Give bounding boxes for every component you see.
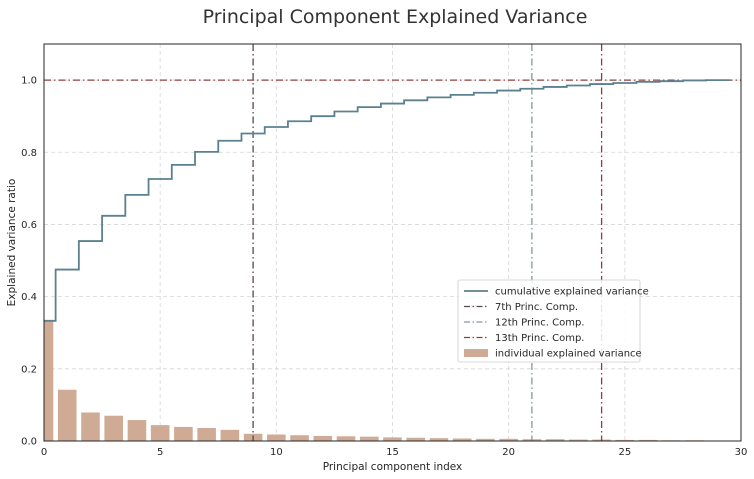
bar (174, 426, 193, 441)
bar (615, 439, 635, 441)
y-axis-label: Explained variance ratio (6, 179, 18, 307)
x-tick-label: 25 (618, 447, 631, 458)
y-tick-label: 0.2 (21, 364, 37, 375)
y-tick-label: 0.4 (21, 292, 37, 303)
legend-label: 7th Princ. Comp. (495, 302, 578, 313)
bar (81, 412, 100, 441)
x-tick-label: 5 (157, 447, 163, 458)
bar (452, 438, 472, 441)
y-tick-label: 0.8 (21, 148, 37, 159)
x-tick-label: 30 (735, 447, 748, 458)
bar (44, 320, 54, 441)
grid-lines (44, 44, 741, 441)
y-tick-label: 0.6 (21, 220, 37, 231)
x-tick-label: 0 (41, 447, 47, 458)
bar (313, 435, 333, 441)
legend-swatch (464, 349, 488, 357)
legend: cumulative explained variance 7th Princ. … (457, 279, 649, 363)
bar (104, 415, 123, 441)
bar (150, 425, 170, 441)
x-tick-label: 15 (386, 447, 399, 458)
y-tick-label: 1.0 (21, 76, 37, 87)
bar (545, 439, 565, 441)
bar (383, 437, 402, 441)
bar (220, 429, 240, 441)
reference-lines (44, 44, 741, 441)
legend-label: cumulative explained variance (495, 287, 649, 298)
bar (290, 435, 309, 441)
bar (359, 436, 379, 441)
y-tick-label: 0.0 (21, 437, 37, 448)
legend-label: 12th Princ. Comp. (495, 318, 584, 329)
bar (406, 437, 426, 441)
plot-frame (43, 43, 742, 442)
bar (336, 436, 356, 441)
bar (476, 438, 495, 441)
cumulative-line (44, 79, 730, 322)
axis-ticks: 0 5 10 15 20 25 30 0.0 0.2 0.4 0.6 0.8 1.0 (21, 76, 747, 458)
chart-title: Principal Component Explained Variance (203, 6, 588, 28)
legend-label: individual explained variance (495, 349, 642, 360)
bar (499, 438, 518, 441)
bar (638, 439, 658, 441)
bar (197, 428, 216, 441)
bar (267, 434, 286, 441)
x-axis-label: Principal component index (323, 461, 463, 473)
x-tick-label: 10 (270, 447, 283, 458)
bar (127, 420, 147, 441)
bar (429, 438, 449, 441)
bar (569, 439, 588, 441)
legend-box (457, 279, 641, 363)
legend-label: 13th Princ. Comp. (495, 333, 584, 344)
x-tick-label: 20 (502, 447, 515, 458)
cumulative-series (44, 79, 730, 322)
bar (57, 389, 77, 441)
